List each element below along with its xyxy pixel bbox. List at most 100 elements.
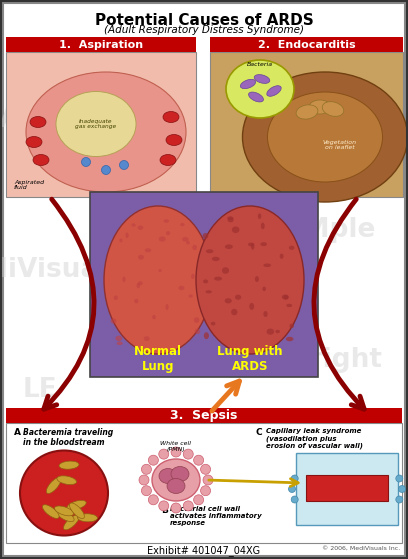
Ellipse shape <box>232 226 239 233</box>
Ellipse shape <box>263 263 271 267</box>
Text: MediVisuals: MediVisuals <box>0 257 124 283</box>
Ellipse shape <box>144 336 150 341</box>
Text: Vegetation
on leaflet: Vegetation on leaflet <box>323 140 357 150</box>
Ellipse shape <box>396 496 403 503</box>
Ellipse shape <box>203 475 213 485</box>
Ellipse shape <box>194 495 204 505</box>
Ellipse shape <box>149 455 158 465</box>
Ellipse shape <box>159 501 169 511</box>
Ellipse shape <box>64 515 79 530</box>
Ellipse shape <box>188 295 193 297</box>
Ellipse shape <box>291 475 298 482</box>
FancyBboxPatch shape <box>210 37 403 52</box>
Ellipse shape <box>255 276 259 282</box>
Ellipse shape <box>235 295 241 300</box>
Ellipse shape <box>134 299 138 304</box>
Ellipse shape <box>261 222 265 229</box>
Ellipse shape <box>171 447 181 457</box>
FancyBboxPatch shape <box>296 453 398 525</box>
Ellipse shape <box>296 105 318 119</box>
Text: Bacterial cell wall
activates inflammatory
response: Bacterial cell wall activates inflammato… <box>170 506 262 526</box>
Ellipse shape <box>69 503 84 519</box>
FancyBboxPatch shape <box>6 408 402 423</box>
Ellipse shape <box>152 315 156 319</box>
Ellipse shape <box>309 100 331 114</box>
Ellipse shape <box>149 495 158 505</box>
Ellipse shape <box>194 318 200 323</box>
Text: Potential Causes of ARDS: Potential Causes of ARDS <box>95 13 313 28</box>
Ellipse shape <box>120 160 129 169</box>
Ellipse shape <box>120 239 122 243</box>
Ellipse shape <box>114 296 118 300</box>
Ellipse shape <box>152 459 200 501</box>
Ellipse shape <box>183 449 193 459</box>
Text: 1.  Aspiration: 1. Aspiration <box>59 40 143 50</box>
Ellipse shape <box>204 332 209 339</box>
Ellipse shape <box>67 500 86 510</box>
Text: SAMple: SAMple <box>264 217 376 243</box>
FancyBboxPatch shape <box>3 3 405 556</box>
Ellipse shape <box>268 92 383 182</box>
Ellipse shape <box>26 136 42 148</box>
Ellipse shape <box>258 214 262 219</box>
Ellipse shape <box>211 322 215 325</box>
Ellipse shape <box>275 330 280 333</box>
Ellipse shape <box>227 216 233 220</box>
Ellipse shape <box>290 324 294 328</box>
Ellipse shape <box>142 465 151 474</box>
Text: LE: LE <box>22 377 58 403</box>
Ellipse shape <box>222 267 229 274</box>
Ellipse shape <box>142 486 151 496</box>
Ellipse shape <box>264 311 268 317</box>
Ellipse shape <box>286 337 293 341</box>
Text: A: A <box>14 428 21 437</box>
Ellipse shape <box>159 236 166 241</box>
Ellipse shape <box>55 506 74 516</box>
Ellipse shape <box>203 280 208 283</box>
Text: C: C <box>256 428 263 437</box>
Ellipse shape <box>137 283 140 288</box>
Ellipse shape <box>56 510 74 522</box>
FancyBboxPatch shape <box>6 52 196 197</box>
Text: White cell
(PMN): White cell (PMN) <box>160 441 191 452</box>
Ellipse shape <box>182 237 188 241</box>
Ellipse shape <box>212 257 220 261</box>
Ellipse shape <box>206 249 213 253</box>
Ellipse shape <box>248 243 254 247</box>
Text: Normal
Lung: Normal Lung <box>134 345 182 373</box>
Text: SAMPLE: SAMPLE <box>0 107 100 133</box>
Ellipse shape <box>59 461 79 469</box>
Ellipse shape <box>158 269 162 272</box>
Ellipse shape <box>228 217 234 222</box>
Text: Aspirated
fluid: Aspirated fluid <box>14 179 44 191</box>
Ellipse shape <box>194 455 204 465</box>
Ellipse shape <box>225 298 232 304</box>
Ellipse shape <box>137 225 143 230</box>
Ellipse shape <box>226 60 294 118</box>
Ellipse shape <box>171 503 181 513</box>
Ellipse shape <box>267 86 281 96</box>
Ellipse shape <box>248 92 264 102</box>
FancyBboxPatch shape <box>6 423 402 543</box>
FancyBboxPatch shape <box>6 37 196 52</box>
Ellipse shape <box>82 158 91 167</box>
Ellipse shape <box>160 154 176 165</box>
Ellipse shape <box>47 477 61 494</box>
Ellipse shape <box>399 486 406 492</box>
Ellipse shape <box>102 165 111 174</box>
Ellipse shape <box>249 303 254 310</box>
Ellipse shape <box>282 295 289 300</box>
Ellipse shape <box>251 243 255 250</box>
Ellipse shape <box>56 92 136 157</box>
Ellipse shape <box>180 223 185 226</box>
Ellipse shape <box>203 233 208 239</box>
Ellipse shape <box>266 329 274 335</box>
Ellipse shape <box>26 72 186 192</box>
Text: 2.  Endocarditis: 2. Endocarditis <box>258 40 355 50</box>
Ellipse shape <box>231 309 237 315</box>
Ellipse shape <box>196 206 304 354</box>
Ellipse shape <box>242 72 408 202</box>
Ellipse shape <box>191 274 195 279</box>
Ellipse shape <box>254 74 270 83</box>
Text: LE: LE <box>22 447 58 473</box>
